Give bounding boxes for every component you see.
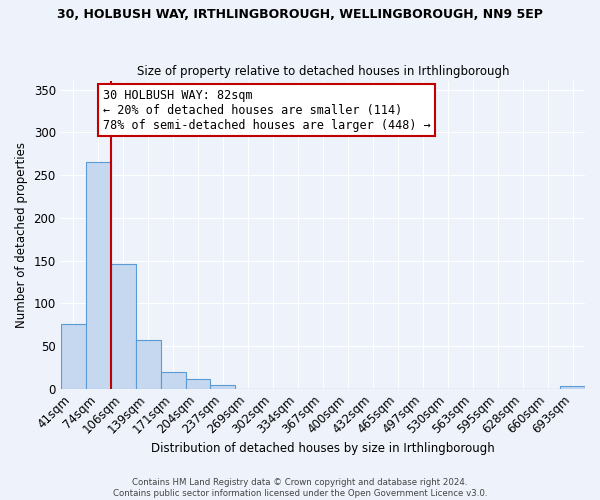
Bar [211, 386, 235, 388]
Y-axis label: Number of detached properties: Number of detached properties [15, 142, 28, 328]
Bar [560, 386, 585, 388]
Bar [86, 162, 110, 388]
X-axis label: Distribution of detached houses by size in Irthlingborough: Distribution of detached houses by size … [151, 442, 495, 455]
Bar [185, 380, 211, 388]
Bar [61, 324, 86, 388]
Bar [136, 340, 161, 388]
Title: Size of property relative to detached houses in Irthlingborough: Size of property relative to detached ho… [137, 66, 509, 78]
Bar [110, 264, 136, 388]
Bar [161, 372, 185, 388]
Text: 30 HOLBUSH WAY: 82sqm
← 20% of detached houses are smaller (114)
78% of semi-det: 30 HOLBUSH WAY: 82sqm ← 20% of detached … [103, 88, 430, 132]
Text: 30, HOLBUSH WAY, IRTHLINGBOROUGH, WELLINGBOROUGH, NN9 5EP: 30, HOLBUSH WAY, IRTHLINGBOROUGH, WELLIN… [57, 8, 543, 20]
Text: Contains HM Land Registry data © Crown copyright and database right 2024.
Contai: Contains HM Land Registry data © Crown c… [113, 478, 487, 498]
